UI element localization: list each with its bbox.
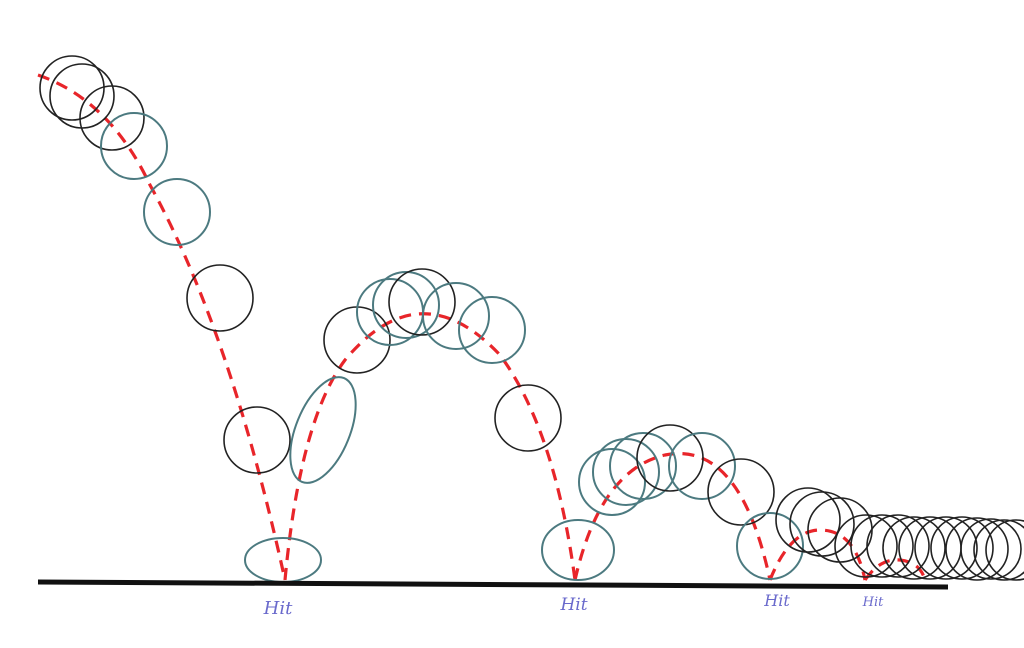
ball-squashed [541,519,615,581]
ball [609,432,677,500]
ball [930,516,994,580]
ball [372,271,440,339]
ball [914,516,978,580]
hit-label: Hit [263,598,293,619]
fall-path [37,73,287,581]
ball [79,85,145,151]
ball-frames [39,55,1024,583]
ball-squashed [244,537,322,583]
bounce-2 [573,452,772,581]
hit-label: Hit [862,595,884,610]
ball [985,519,1024,581]
ball [736,512,804,580]
motion-path [37,73,927,581]
ball [388,268,456,336]
hit-label: Hit [559,595,587,615]
ball [945,517,1009,581]
ball [668,432,736,500]
ball [494,384,562,452]
ball [882,516,946,580]
ground [37,579,949,590]
ball [707,458,775,526]
hit-label: Hit [763,591,790,610]
ball [636,424,704,492]
ball [422,282,490,350]
ball [775,487,841,553]
bounce-1 [283,312,577,581]
bounce-4 [863,558,927,581]
ball [850,514,914,578]
ball [39,55,105,121]
ball [592,438,660,506]
ball [458,296,526,364]
ball [186,264,254,332]
ball [960,518,1022,580]
ball [866,514,930,578]
ball [223,406,291,474]
ball [578,448,646,516]
bounce-3 [768,528,867,581]
ball [100,112,168,180]
ball [143,178,211,246]
ball [834,514,898,578]
ball [898,516,962,580]
ball-stretched [289,376,357,484]
ball [973,519,1024,581]
